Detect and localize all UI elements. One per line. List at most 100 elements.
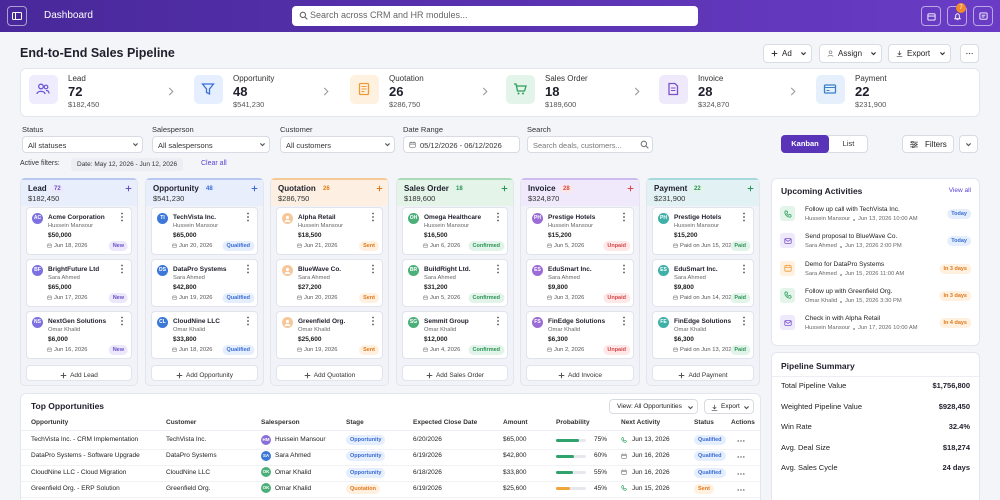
add-icon[interactable]: [501, 185, 508, 192]
top-bar: Dashboard Search across CRM and HR module…: [0, 0, 1000, 32]
add-card-button[interactable]: Add Opportunity: [151, 365, 258, 381]
deal-card[interactable]: OH Omega Healthcare Hussein Mansour $16,500…: [402, 207, 508, 255]
card-menu[interactable]: [496, 316, 500, 326]
icon-part: [634, 87, 640, 96]
card-menu[interactable]: [246, 264, 250, 274]
clear-filters[interactable]: Clear all: [201, 160, 227, 167]
deal-card[interactable]: ES EduSmart Inc. Sara Ahmed $9,800 Paid on J…: [652, 259, 754, 307]
filters-menu[interactable]: [959, 135, 978, 153]
menu-button[interactable]: [7, 6, 27, 26]
deal-card[interactable]: BF BrightFuture Ltd Sara Ahmed $65,000 Jun 1…: [26, 259, 132, 307]
view-tab-active[interactable]: Kanban: [781, 135, 829, 153]
company: TechVista Inc.: [173, 213, 217, 221]
filter-input[interactable]: 05/12/2026 - 06/12/2026: [403, 136, 520, 153]
card-menu[interactable]: [622, 264, 626, 274]
badge: Today: [947, 209, 971, 219]
icon-part: [372, 316, 374, 319]
amount: $65,000: [503, 436, 527, 443]
view-select[interactable]: View: All Opportunities: [609, 399, 698, 414]
deal-card[interactable]: FE FinEdge Solutions Omar Khalid $6,300 Paid…: [652, 311, 754, 359]
deal-card[interactable]: DS DataPro Systems Sara Ahmed $42,800 Jun 19…: [151, 259, 258, 307]
deal-card[interactable]: CL CloudNine LLC Omar Khalid $33,800 Jun 18,…: [151, 311, 258, 359]
deal-card[interactable]: PH Prestige Hotels Hussein Mansour $15,200 J…: [526, 207, 634, 255]
filters-button[interactable]: Filters: [902, 135, 954, 153]
card-menu[interactable]: [622, 316, 626, 326]
deal-card[interactable]: ES EduSmart Inc. Sara Ahmed $9,800 Jun 3, 20…: [526, 259, 634, 307]
header-button[interactable]: Assign: [819, 44, 882, 63]
icon-part: [497, 219, 499, 222]
filter-input[interactable]: Search deals, customers...: [527, 136, 653, 153]
view-tab[interactable]: List: [842, 139, 855, 148]
icon-part: [423, 347, 428, 352]
add-card-button[interactable]: Add Invoice: [526, 365, 634, 381]
add-card-button[interactable]: Add Quotation: [276, 365, 383, 381]
add-icon[interactable]: [747, 185, 754, 192]
activity-title: Check in with Alpha Retail: [805, 315, 881, 323]
add-card-button[interactable]: Add Payment: [652, 365, 754, 381]
deal-card[interactable]: BlueWave Co. Sara Ahmed $27,200 Jun 20, 202…: [276, 259, 383, 307]
export-button[interactable]: Export: [704, 399, 754, 414]
deal-card[interactable]: SG Semmit Group Omar Khalid $12,000 Jun 4, 2…: [402, 311, 508, 359]
card-menu[interactable]: [120, 264, 124, 274]
filter-chip[interactable]: Date: May 12, 2026 - Jun 12, 2026: [71, 158, 184, 171]
card-menu[interactable]: [371, 212, 375, 222]
row-menu[interactable]: [737, 472, 745, 476]
icon-part: [673, 243, 678, 248]
icon-part: [927, 13, 936, 21]
add-card-button[interactable]: Add Sales Order: [402, 365, 508, 381]
search-box[interactable]: Search across CRM and HR modules...: [292, 6, 698, 26]
icon-part: [740, 489, 742, 491]
card-menu[interactable]: [120, 212, 124, 222]
more-button[interactable]: [960, 44, 979, 63]
header-button[interactable]: Ad: [763, 44, 812, 63]
card-menu[interactable]: [120, 316, 124, 326]
card-menu[interactable]: [742, 316, 746, 326]
card-menu[interactable]: [371, 316, 375, 326]
deal-card[interactable]: FS FinEdge Solutions Omar Khalid $6,300 Jun …: [526, 311, 634, 359]
view-all-link[interactable]: View all: [948, 187, 971, 194]
filter-input[interactable]: All customers: [280, 136, 395, 153]
deal-card[interactable]: TI TechVista Inc. Hussein Mansour $65,000 Ju…: [151, 207, 258, 255]
card-menu[interactable]: [622, 212, 626, 222]
card-menu[interactable]: [371, 264, 375, 274]
deal-card[interactable]: Alpha Retail Hussein Mansour $18,500 Jun 21…: [276, 207, 383, 255]
icon-part: [743, 216, 745, 218]
card-menu[interactable]: [496, 212, 500, 222]
icon-part: [372, 271, 374, 274]
header-button[interactable]: Export: [888, 44, 951, 63]
row-menu[interactable]: [737, 439, 745, 443]
deal-card[interactable]: BR BuildRight Ltd. Sara Ahmed $31,200 Jun 5,…: [402, 259, 508, 307]
row-menu[interactable]: [737, 488, 745, 492]
icon-part: [743, 456, 745, 459]
add-card-button[interactable]: Add Lead: [26, 365, 132, 381]
deal-card[interactable]: PH Prestige Hotels Hussein Mansour $15,200 P…: [652, 207, 754, 255]
deal-card[interactable]: Greenfield Org. Omar Khalid $25,600 Jun 19,…: [276, 311, 383, 359]
add-icon[interactable]: [376, 185, 383, 192]
card-menu[interactable]: [246, 212, 250, 222]
icon-part: [299, 11, 307, 19]
add-icon[interactable]: [125, 185, 132, 192]
add-icon[interactable]: [251, 185, 258, 192]
card-menu[interactable]: [246, 316, 250, 326]
activity-icon: [780, 206, 795, 221]
card-menu[interactable]: [742, 264, 746, 274]
deal-card[interactable]: AC Acme Corporation Hussein Mansour $50,000…: [26, 207, 132, 255]
avatar: FS: [532, 317, 543, 328]
icon-part: [688, 405, 693, 409]
row-menu[interactable]: [737, 455, 745, 459]
icon-button[interactable]: [973, 6, 993, 26]
icon-part: [711, 404, 718, 411]
stage-icon: [29, 75, 58, 104]
card-menu[interactable]: [496, 264, 500, 274]
badge: Unpaid: [603, 345, 630, 355]
icon-part: [172, 295, 177, 298]
add-icon[interactable]: [627, 185, 634, 192]
filter-input[interactable]: All statuses: [22, 136, 143, 153]
deal-card[interactable]: NS NextGen Solutions Omar Khalid $6,000 Jun …: [26, 311, 132, 359]
amount: $25,600: [503, 484, 527, 492]
card-menu[interactable]: [742, 212, 746, 222]
icon-part: [247, 320, 249, 322]
icon-part: [497, 320, 499, 322]
icon-button[interactable]: [921, 6, 941, 26]
filter-input[interactable]: All salespersons: [152, 136, 270, 153]
